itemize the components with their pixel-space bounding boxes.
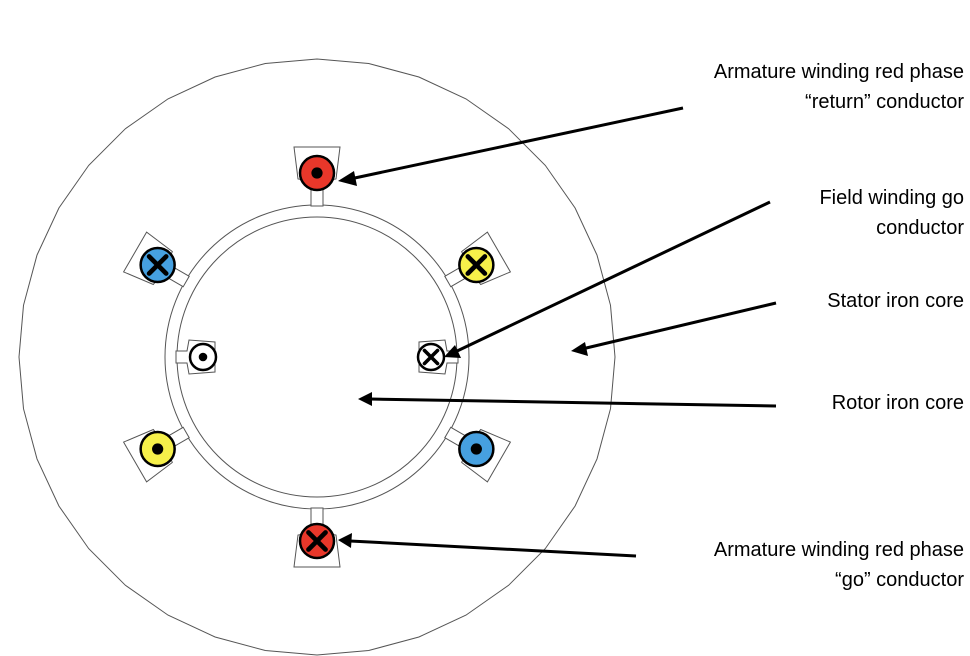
label-armature-return-line2: “return” conductor <box>805 91 964 113</box>
arrow-rotor-head <box>358 392 372 406</box>
conductor-yellow-upper-right <box>458 246 495 284</box>
label-armature-go-line1: Armature winding red phase <box>713 539 964 561</box>
label-armature-go-line2: “go” conductor <box>835 569 964 591</box>
label-field-go-line2: conductor <box>876 217 964 239</box>
conductor-red-return <box>298 154 336 192</box>
conductor-yellow-lower-left <box>139 430 176 468</box>
conductor-field-go <box>416 342 446 372</box>
current-out-dot-icon <box>470 443 482 455</box>
label-field-go: Field winding go conductor <box>819 183 964 243</box>
conductor-blue-upper-left <box>139 246 176 284</box>
arrow-field-go-head <box>444 345 461 358</box>
label-armature-return-line1: Armature winding red phase <box>713 61 964 83</box>
conductor-red-go <box>298 522 336 560</box>
conductors <box>139 154 495 560</box>
conductor-blue-lower-right <box>458 430 495 468</box>
current-out-dot-icon <box>152 443 164 455</box>
current-out-dot-icon <box>198 352 208 362</box>
current-in-cross-icon <box>422 348 440 366</box>
current-in-cross-icon <box>306 530 328 552</box>
label-rotor-text: Rotor iron core <box>831 392 964 414</box>
current-in-cross-icon <box>146 254 169 276</box>
pointer-arrows <box>338 106 777 558</box>
rotor-slots <box>175 339 459 375</box>
arrow-armature-return <box>349 106 684 181</box>
arrow-stator-head <box>571 342 588 356</box>
conductor-field-return <box>188 342 218 372</box>
label-stator: Stator iron core <box>827 286 964 316</box>
rotor-iron-core-outline <box>176 216 458 498</box>
arrow-stator <box>581 301 777 351</box>
current-in-cross-icon <box>465 254 488 276</box>
arrow-armature-go <box>349 539 637 558</box>
stator-outer-boundary <box>18 58 616 656</box>
arrow-rotor <box>369 397 777 408</box>
label-field-go-line1: Field winding go <box>819 187 964 209</box>
arrow-armature-go-head <box>338 533 352 548</box>
stator-bore-outline <box>164 204 470 510</box>
label-stator-text: Stator iron core <box>827 290 964 312</box>
arrow-field-go <box>454 200 771 354</box>
label-armature-go: Armature winding red phase “go” conducto… <box>714 535 964 595</box>
label-armature-return: Armature winding red phase “return” cond… <box>714 57 964 117</box>
current-out-dot-icon <box>311 167 323 179</box>
label-rotor: Rotor iron core <box>832 388 964 418</box>
arrow-armature-return-head <box>338 171 357 186</box>
